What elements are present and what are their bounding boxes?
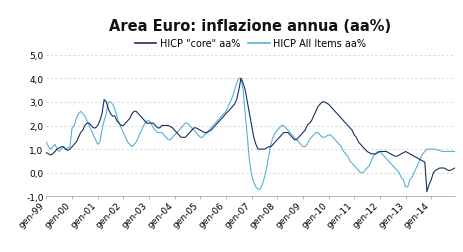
Legend: HICP "core" aa%, HICP All Items aa%: HICP "core" aa%, HICP All Items aa% <box>131 35 369 53</box>
Title: Area Euro: inflazione annua (aa%): Area Euro: inflazione annua (aa%) <box>109 19 391 34</box>
